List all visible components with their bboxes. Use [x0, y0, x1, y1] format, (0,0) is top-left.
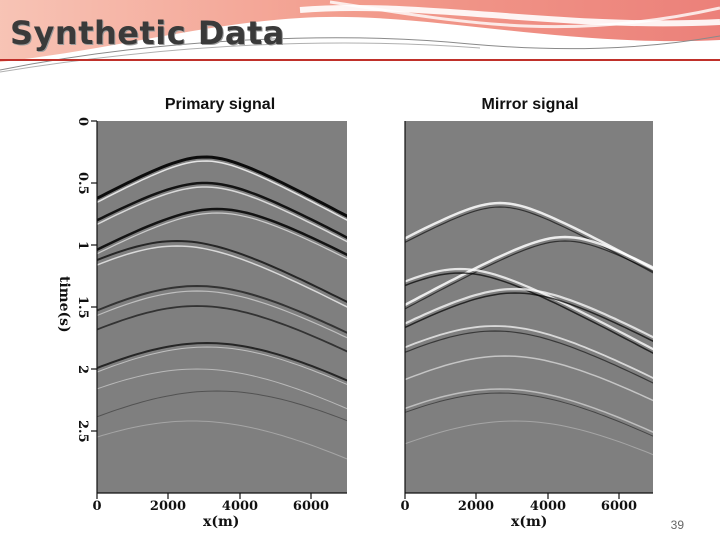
seismic-event — [405, 240, 653, 310]
seismic-event — [97, 181, 347, 240]
seismic-event — [405, 325, 653, 379]
seismic-event — [405, 287, 653, 339]
y-tick: 0.5 — [75, 172, 90, 195]
x-tick: 4000 — [221, 499, 259, 514]
y-tick: 1 — [75, 241, 90, 251]
y-axis-label: time(s) — [56, 276, 72, 333]
seismic-event — [97, 290, 347, 339]
slide-title: Synthetic Data — [10, 14, 285, 52]
x-axis-label: x(m) — [203, 514, 240, 530]
y-tick: 0 — [75, 117, 90, 127]
seismic-event — [97, 212, 347, 260]
seismic-event — [405, 330, 653, 384]
seismic-event — [405, 292, 653, 342]
seismic-event — [97, 341, 347, 382]
seismic-event — [97, 284, 347, 334]
header-decoration — [0, 0, 720, 73]
seismic-event — [405, 388, 653, 433]
panel-title-primary: Primary signal — [164, 96, 276, 113]
seismic-event — [97, 305, 347, 353]
seismic-event — [405, 267, 653, 351]
seismic-event — [97, 155, 347, 218]
seismic-event — [405, 206, 653, 274]
y-tick: 2 — [75, 365, 90, 375]
seismic-event — [405, 420, 653, 456]
x-tick: 2000 — [457, 499, 495, 514]
seismic-event — [405, 355, 653, 402]
seismic-event — [405, 392, 653, 437]
seismic-event — [97, 186, 347, 243]
mirror-signal-plot — [405, 121, 653, 493]
seismic-event — [97, 368, 347, 410]
x-tick: 6000 — [292, 499, 330, 514]
seismic-event — [97, 346, 347, 385]
x-tick: 0 — [400, 499, 410, 514]
x-tick: 6000 — [600, 499, 638, 514]
seismic-event — [97, 160, 347, 221]
seismic-event — [97, 245, 347, 308]
panel-title-mirror: Mirror signal — [481, 96, 579, 113]
seismic-event — [97, 207, 347, 257]
seismic-event — [97, 420, 347, 460]
y-tick: 2.5 — [75, 420, 90, 443]
seismic-event — [97, 390, 347, 422]
y-tick: 1.5 — [75, 296, 90, 319]
primary-signal-plot — [97, 121, 347, 493]
seismic-event — [405, 272, 653, 354]
x-tick: 0 — [92, 499, 102, 514]
x-tick: 4000 — [529, 499, 567, 514]
x-axis-label: x(m) — [511, 514, 548, 530]
seismic-event — [97, 239, 347, 304]
page-number: 39 — [670, 518, 684, 532]
seismic-event — [405, 235, 653, 307]
x-tick: 2000 — [149, 499, 187, 514]
